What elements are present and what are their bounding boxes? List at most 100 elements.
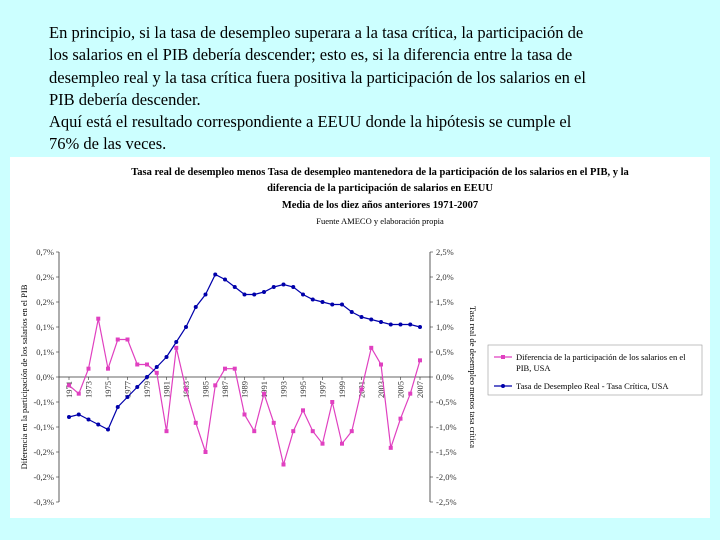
x-tick-label: 1975 (103, 381, 113, 398)
x-tick-label: 1989 (240, 381, 250, 398)
series-point-1 (398, 416, 403, 421)
series-point-1 (115, 337, 120, 342)
series-point-1 (291, 429, 296, 434)
series-point-1 (281, 462, 286, 467)
x-tick-label: 2007 (415, 381, 425, 398)
x-tick-label: 1979 (142, 381, 152, 398)
series-point-2 (340, 302, 344, 307)
series-point-1 (145, 362, 149, 367)
x-tick-label: 1991 (259, 381, 269, 398)
y-right-tick-label: 2,5% (436, 247, 454, 257)
series-point-2 (154, 365, 159, 369)
series-point-2 (349, 310, 354, 314)
series-point-1 (193, 420, 198, 425)
series-point-1 (359, 387, 364, 392)
legend-label-1-line-1: Diferencia de la participación de los sa… (516, 352, 686, 362)
chart: Tasa real de desempleo menos Tasa de des… (19, 167, 703, 507)
intro-line: En principio, si la tasa de desempleo su… (49, 23, 584, 42)
chart-panel: Tasa real de desempleo menos Tasa de des… (10, 157, 710, 518)
series-point-1 (379, 362, 383, 367)
series-point-2 (203, 292, 208, 297)
y-left-tick-label: -0,3% (33, 497, 54, 507)
y-left-tick-label: 0,1% (36, 322, 54, 332)
x-tick-label: 1977 (123, 381, 133, 398)
x-tick-label: 1999 (337, 381, 347, 398)
series-point-2 (379, 320, 383, 324)
y-right-tick-label: 2,0% (436, 272, 454, 282)
series-point-1 (252, 429, 257, 434)
series-point-1 (232, 366, 237, 371)
series-point-2 (369, 317, 374, 322)
series-point-2 (232, 285, 237, 289)
legend-label-1-line-2: PIB, USA (516, 363, 551, 373)
series-point-1 (154, 370, 159, 375)
series-point-1 (67, 383, 71, 388)
y-right-tick-label: 0,0% (436, 372, 454, 382)
x-tick-label: 1987 (220, 381, 230, 398)
series-point-2 (223, 277, 227, 282)
series-line-2 (68, 273, 421, 431)
series-point-2 (145, 375, 149, 379)
series-point-2 (359, 315, 364, 319)
series-point-2 (408, 322, 413, 327)
axes: 0,7% 0,2% 0,2% 0,1% 0,1% 0,0% -0,1% -0,1% -0,2% -… (33, 247, 456, 507)
intro-text: En principio, si la tasa de desempleo su… (49, 22, 689, 156)
series-point-2 (262, 290, 266, 294)
y-right-tick-label: -2,5% (436, 497, 457, 507)
series-point-1 (86, 366, 91, 371)
series-point-2 (135, 385, 140, 389)
series-point-2 (67, 415, 71, 419)
series-point-2 (252, 292, 257, 297)
y-left-tick-label: -0,1% (33, 397, 54, 407)
legend: Diferencia de la participación de los sa… (487, 344, 703, 396)
series-point-1 (213, 383, 218, 388)
y-left-tick-label: 0,1% (36, 347, 54, 357)
y-right-tick-label: 0,5% (436, 347, 454, 357)
series-point-2 (193, 305, 198, 309)
y-left-tick-label: 0,7% (36, 247, 54, 257)
series-point-2 (164, 355, 169, 359)
series-point-1 (242, 412, 247, 417)
y-left-tick-label: 0,0% (36, 372, 54, 382)
series-point-2 (115, 405, 120, 409)
series-point-1 (310, 429, 315, 434)
legend-marker-1 (501, 355, 505, 359)
series-point-1 (184, 387, 188, 392)
chart-subtitle: Fuente AMECO y elaboración propia (316, 216, 444, 226)
legend-box (487, 344, 703, 396)
series-point-1 (262, 391, 266, 396)
series-point-1 (301, 408, 305, 413)
intro-line: los salarios en el PIB debería descender… (49, 45, 573, 65)
series-point-1 (164, 429, 169, 434)
series-point-2 (271, 285, 276, 289)
series-point-2 (106, 427, 110, 432)
series-point-1 (96, 316, 101, 321)
series-point-1 (418, 358, 422, 363)
x-tick-label: 1971 (64, 381, 74, 398)
series-point-2 (96, 422, 101, 427)
series-point-1 (320, 441, 325, 446)
series-point-1 (125, 337, 130, 342)
series-point-1 (106, 366, 110, 371)
series-point-1 (271, 420, 276, 425)
series-point-2 (291, 285, 296, 289)
series-point-1 (135, 362, 140, 367)
y-right-tick-label: 1,0% (436, 322, 454, 332)
chart-title-line: Media de los diez años anteriores 1971-2… (282, 200, 478, 211)
y-left-tick-label: 0,2% (36, 297, 54, 307)
series-point-1 (223, 366, 227, 371)
series-point-1 (408, 391, 413, 396)
x-tick-label: 1997 (318, 381, 328, 398)
y-right-tick-label: -0,5% (436, 397, 457, 407)
series-point-1 (76, 391, 81, 396)
x-tick-label: 2005 (396, 381, 406, 398)
legend-label-2: Tasa de Desempleo Real - Tasa Crítica, U… (516, 381, 669, 391)
y-right-tick-label: -1,0% (436, 422, 457, 432)
series-point-2 (125, 395, 130, 399)
y-left-tick-label: -0,2% (33, 472, 54, 482)
intro-line: PIB debería descender. (49, 89, 201, 109)
series-point-2 (398, 322, 403, 327)
x-tick-label: 1981 (162, 381, 172, 398)
series-point-2 (301, 292, 305, 297)
series-point-2 (281, 282, 286, 287)
